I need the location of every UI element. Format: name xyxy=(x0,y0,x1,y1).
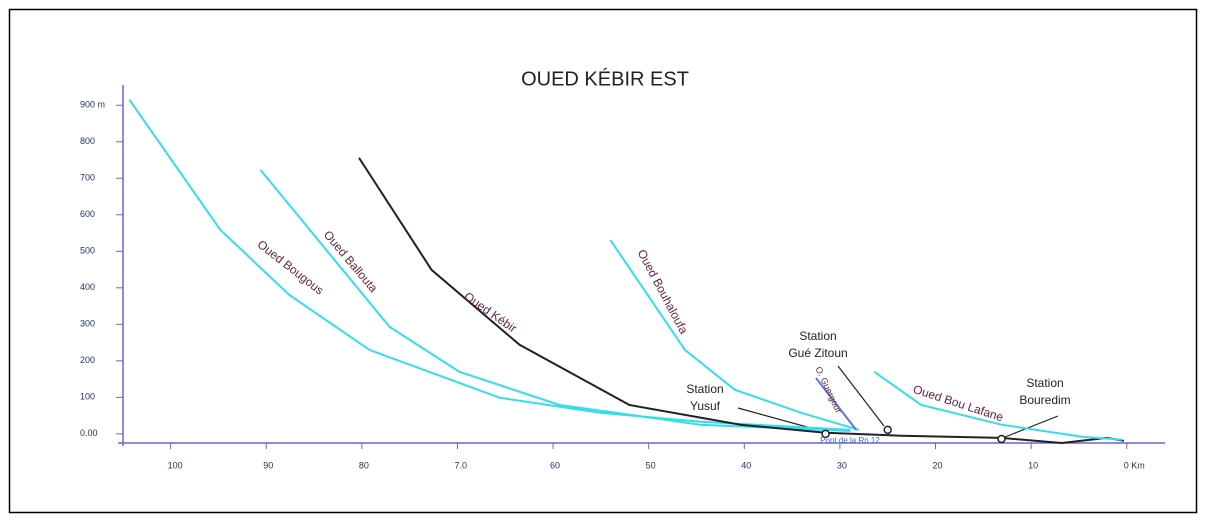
arrows xyxy=(737,365,1059,438)
x-tick-label: 50 xyxy=(646,460,656,470)
station-label: Station xyxy=(799,329,836,343)
river-profile xyxy=(873,370,1123,441)
river-profile xyxy=(815,377,857,431)
y-tick-label: 300 xyxy=(80,319,95,329)
annotation: Pont de la Rn 12 xyxy=(820,436,880,445)
y-tick-label: 700 xyxy=(80,173,95,183)
y-tick-label: 400 xyxy=(80,282,95,292)
station-label: Station xyxy=(1026,376,1063,390)
river-profile xyxy=(259,169,851,432)
y-tick-label: 900 m xyxy=(80,100,105,110)
x-tick-label: 10 xyxy=(1028,460,1038,470)
arrow xyxy=(737,407,819,431)
river-profile xyxy=(609,239,860,431)
station xyxy=(821,429,830,439)
station-label: Station xyxy=(686,382,723,396)
frame xyxy=(8,8,1198,514)
x-tick-label: 90 xyxy=(263,460,273,470)
x-tick-label: 20 xyxy=(933,460,943,470)
x-tick-label: 80 xyxy=(359,460,369,470)
x-tick-label: 0 Km xyxy=(1124,460,1145,470)
station-label: Gué Zitoun xyxy=(788,346,847,360)
arrow xyxy=(837,365,885,427)
station xyxy=(883,425,892,435)
y-tick-label: 800 xyxy=(80,136,95,146)
y-tick-label: 600 xyxy=(80,209,95,219)
x-tick-label: 7.0 xyxy=(454,460,467,470)
y-tick-label: 0.00 xyxy=(80,428,98,438)
chart-title: OUED KÉBIR EST xyxy=(521,67,689,90)
river-profile xyxy=(128,99,851,431)
x-tick-label: 100 xyxy=(168,460,183,470)
x-tick-label: 60 xyxy=(550,460,560,470)
arrow xyxy=(1004,415,1059,438)
x-tick-label: 40 xyxy=(741,460,751,470)
x-tick-label: 30 xyxy=(837,460,847,470)
y-tick-label: 200 xyxy=(80,355,95,365)
y-tick-label: 100 xyxy=(80,392,95,402)
station-label: Bouredim xyxy=(1019,393,1070,407)
y-tick-label: 500 xyxy=(80,246,95,256)
station xyxy=(997,434,1006,444)
station-label: Yusuf xyxy=(690,399,721,413)
